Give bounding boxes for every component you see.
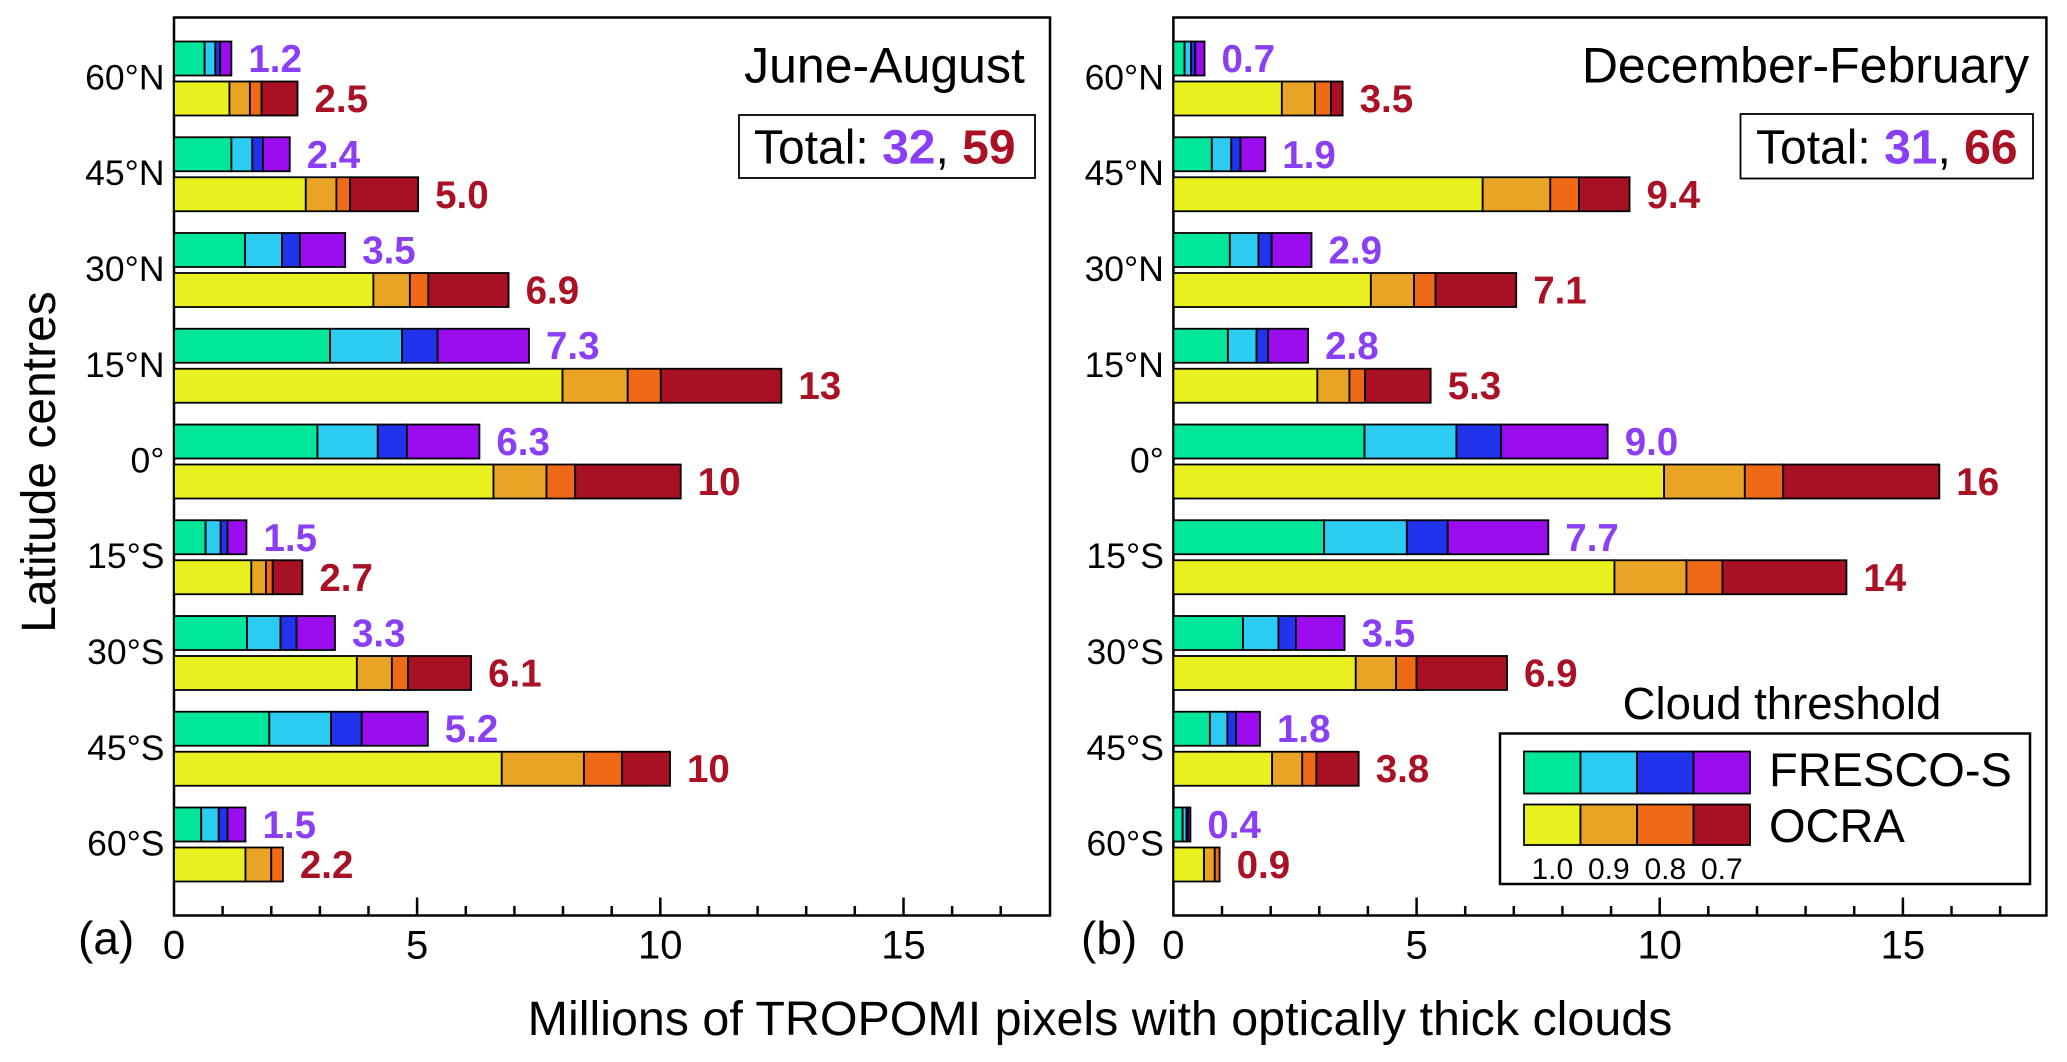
svg-text:6.9: 6.9: [526, 270, 580, 313]
svg-text:10: 10: [1637, 924, 1682, 968]
svg-text:15: 15: [881, 924, 926, 968]
svg-text:2.7: 2.7: [319, 557, 373, 600]
svg-text:15: 15: [1881, 924, 1926, 968]
svg-text:Cloud threshold: Cloud threshold: [1623, 678, 1942, 729]
svg-text:7.1: 7.1: [1533, 270, 1587, 313]
svg-text:5.0: 5.0: [435, 174, 489, 217]
svg-text:14: 14: [1863, 557, 1906, 600]
svg-text:10: 10: [638, 924, 683, 968]
svg-text:7.7: 7.7: [1565, 517, 1619, 560]
svg-text:1.9: 1.9: [1282, 134, 1336, 177]
svg-text:2.9: 2.9: [1329, 230, 1383, 273]
svg-text:15°S: 15°S: [87, 536, 164, 576]
svg-text:1.0: 1.0: [1531, 853, 1573, 886]
svg-text:Latitude centres: Latitude centres: [13, 291, 66, 633]
svg-text:3.5: 3.5: [1360, 78, 1414, 121]
svg-text:0.8: 0.8: [1644, 853, 1686, 886]
svg-text:6.1: 6.1: [488, 653, 542, 696]
svg-text:15°N: 15°N: [85, 345, 164, 385]
svg-text:9.0: 9.0: [1625, 421, 1679, 464]
svg-text:30°S: 30°S: [87, 632, 164, 672]
svg-text:0.4: 0.4: [1207, 804, 1261, 847]
svg-text:30°N: 30°N: [1085, 249, 1164, 289]
svg-text:2.4: 2.4: [307, 134, 361, 177]
svg-text:16: 16: [1956, 461, 1999, 504]
svg-text:30°S: 30°S: [1087, 632, 1164, 672]
svg-text:(a): (a): [78, 912, 134, 964]
svg-text:Total: 32, 59: Total: 32, 59: [754, 122, 1016, 175]
svg-text:0.7: 0.7: [1701, 853, 1743, 886]
svg-text:5.3: 5.3: [1448, 365, 1502, 408]
svg-text:5.2: 5.2: [445, 708, 499, 751]
svg-text:45°N: 45°N: [85, 153, 164, 193]
svg-text:5: 5: [1405, 924, 1427, 968]
svg-text:45°N: 45°N: [1085, 153, 1164, 193]
svg-text:0: 0: [1162, 924, 1184, 968]
svg-text:3.5: 3.5: [362, 230, 416, 273]
svg-text:June-August: June-August: [744, 38, 1025, 94]
svg-text:30°N: 30°N: [85, 249, 164, 289]
svg-text:60°S: 60°S: [87, 824, 164, 864]
svg-text:6.3: 6.3: [496, 421, 550, 464]
svg-text:0.9: 0.9: [1588, 853, 1630, 886]
svg-text:Millions of TROPOMI pixels wit: Millions of TROPOMI pixels with opticall…: [528, 992, 1673, 1046]
svg-text:13: 13: [798, 365, 841, 408]
svg-text:45°S: 45°S: [87, 728, 164, 768]
svg-text:(b): (b): [1081, 912, 1137, 964]
svg-text:1.5: 1.5: [264, 517, 318, 560]
svg-text:3.5: 3.5: [1362, 613, 1416, 656]
svg-text:15°S: 15°S: [1087, 536, 1164, 576]
svg-text:1.5: 1.5: [263, 804, 317, 847]
svg-text:6.9: 6.9: [1524, 653, 1578, 696]
svg-text:60°S: 60°S: [1087, 824, 1164, 864]
svg-text:0: 0: [163, 924, 185, 968]
svg-text:FRESCO-S: FRESCO-S: [1769, 743, 2012, 796]
svg-text:2.5: 2.5: [315, 78, 369, 121]
svg-text:60°N: 60°N: [85, 58, 164, 98]
svg-text:60°N: 60°N: [1085, 58, 1164, 98]
svg-text:2.2: 2.2: [300, 844, 354, 887]
svg-text:5: 5: [406, 924, 428, 968]
svg-text:45°S: 45°S: [1087, 728, 1164, 768]
svg-text:0.9: 0.9: [1237, 844, 1291, 887]
svg-text:1.8: 1.8: [1277, 708, 1331, 751]
svg-text:3.8: 3.8: [1376, 748, 1430, 791]
svg-text:7.3: 7.3: [546, 325, 600, 368]
svg-text:December-February: December-February: [1582, 38, 2029, 94]
svg-text:15°N: 15°N: [1085, 345, 1164, 385]
svg-text:0.7: 0.7: [1222, 38, 1276, 81]
svg-text:10: 10: [698, 461, 741, 504]
svg-text:3.3: 3.3: [352, 613, 406, 656]
svg-text:Total: 31, 66: Total: 31, 66: [1756, 122, 2018, 175]
svg-text:0°: 0°: [131, 441, 165, 481]
svg-text:OCRA: OCRA: [1769, 799, 1905, 852]
svg-text:10: 10: [687, 748, 730, 791]
svg-text:1.2: 1.2: [248, 38, 302, 81]
svg-text:2.8: 2.8: [1325, 325, 1379, 368]
svg-text:0°: 0°: [1130, 441, 1164, 481]
svg-text:9.4: 9.4: [1647, 174, 1701, 217]
